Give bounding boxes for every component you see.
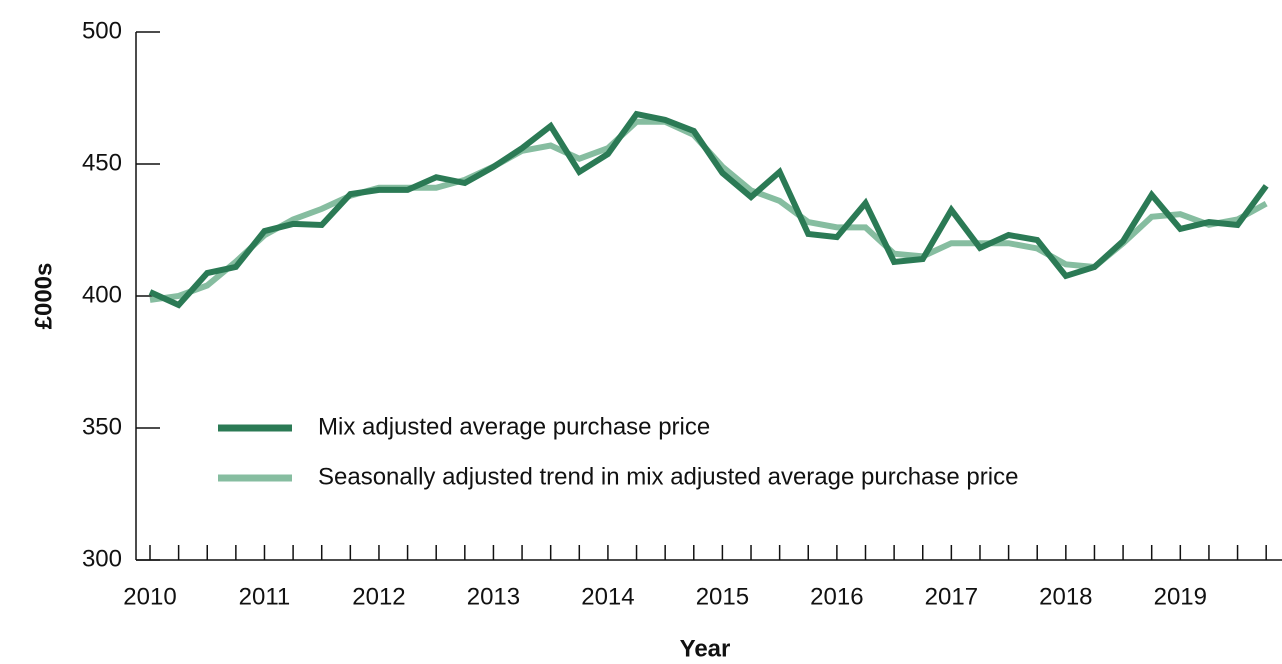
series-line <box>148 110 1269 309</box>
legend-label: Mix adjusted average purchase price <box>318 413 710 440</box>
x-axis-label: Year <box>680 635 731 662</box>
x-tick-label: 2011 <box>239 583 291 610</box>
x-tick-label: 2018 <box>1039 583 1092 610</box>
x-tick-label: 2013 <box>467 583 520 610</box>
x-tick-label: 2014 <box>581 583 634 610</box>
y-tick-label: 500 <box>82 17 122 44</box>
legend-label: Seasonally adjusted trend in mix adjuste… <box>318 463 1018 490</box>
y-axis-label: £000s <box>30 263 57 330</box>
y-tick-label: 350 <box>82 413 122 440</box>
x-tick-label: 2016 <box>810 583 863 610</box>
y-tick-label: 450 <box>82 149 122 176</box>
x-tick-label: 2012 <box>352 583 405 610</box>
x-tick-label: 2017 <box>925 583 978 610</box>
y-tick-label: 300 <box>82 545 122 572</box>
x-tick-label: 2019 <box>1154 583 1207 610</box>
y-tick-label: 400 <box>82 281 122 308</box>
x-tick-label: 2015 <box>696 583 749 610</box>
x-tick-label: 2010 <box>123 583 176 610</box>
